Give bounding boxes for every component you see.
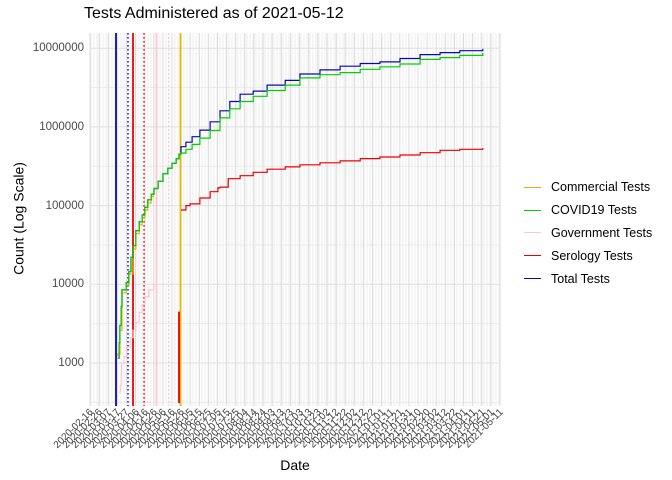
series-government-tests xyxy=(119,283,155,393)
legend: Commercial Tests COVID19 Tests Government … xyxy=(524,176,652,290)
legend-label: Commercial Tests xyxy=(551,180,651,195)
legend-item: Total Tests xyxy=(524,267,652,290)
chart-title: Tests Administered as of 2021-05-12 xyxy=(84,5,344,22)
legend-item: Serology Tests xyxy=(524,244,652,267)
legend-line-swatch xyxy=(524,209,541,211)
series-total-tests xyxy=(117,48,484,359)
legend-item: Commercial Tests xyxy=(524,176,652,199)
legend-item: Government Tests xyxy=(524,222,652,245)
legend-line-swatch xyxy=(524,255,541,257)
series-covid19-tests xyxy=(117,53,484,359)
y-tick-label: 10000 xyxy=(52,278,84,291)
legend-label: COVID19 Tests xyxy=(551,203,637,218)
y-axis-title: Count (Log Scale) xyxy=(10,162,27,275)
legend-line-swatch xyxy=(524,186,541,188)
series-serology-tests xyxy=(181,148,484,211)
y-tick-label: 1000 xyxy=(58,357,84,369)
y-tick-label: 10000000 xyxy=(32,42,84,55)
legend-item: COVID19 Tests xyxy=(524,199,652,222)
legend-label: Total Tests xyxy=(551,271,610,286)
legend-label: Serology Tests xyxy=(551,248,633,263)
y-tick-label: 100000 xyxy=(45,199,84,212)
x-axis-title: Date xyxy=(280,457,310,473)
legend-line-swatch xyxy=(524,278,541,280)
legend-label: Government Tests xyxy=(551,225,653,240)
legend-line-swatch xyxy=(524,232,541,234)
y-tick-label: 1000000 xyxy=(39,120,84,133)
